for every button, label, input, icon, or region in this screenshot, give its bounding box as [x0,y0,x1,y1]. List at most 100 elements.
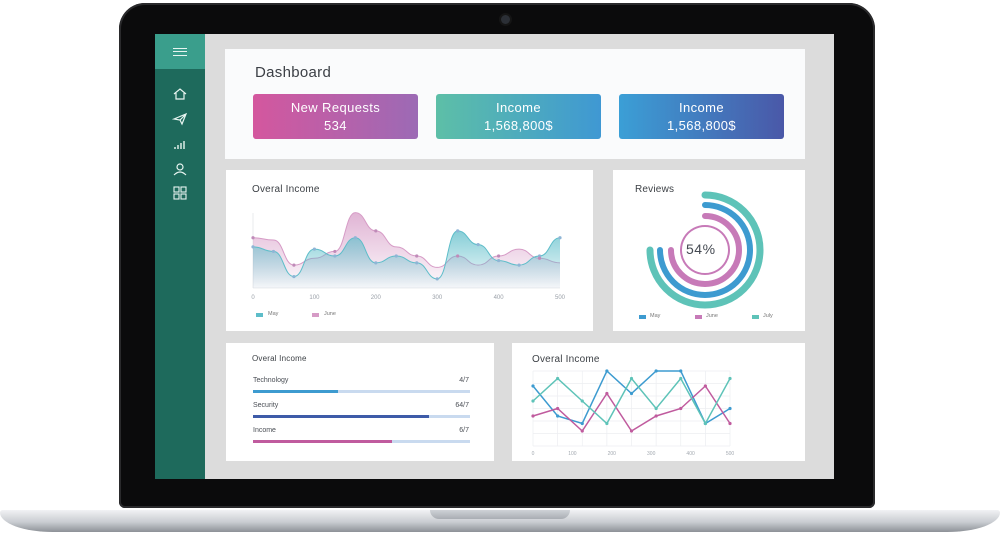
data-point [558,236,562,240]
x-tick-label: 200 [608,451,617,457]
stat-label: Income [678,100,725,115]
page-title: Dashboard [255,64,332,81]
x-tick-label: 400 [494,295,505,301]
data-point [333,249,337,254]
data-point [580,429,584,433]
data-point [629,429,634,433]
data-point [654,406,658,411]
data-point [435,277,439,281]
data-point [292,274,296,279]
donut-ring-2 [668,213,742,287]
stat-label: Income [495,100,542,115]
legend-swatch-may [639,315,646,319]
progress-label-security: Security [253,402,279,409]
data-point [605,421,609,426]
x-tick-label: 0 [532,451,535,457]
stat-card-new-requests[interactable]: New Requests 534 [253,94,418,139]
data-point [580,399,584,403]
income-area-card: Overal Income 0 100 200 300 400 500 May June [226,170,593,331]
data-point [679,406,683,411]
donut-ring-3 [680,225,730,275]
laptop-notch [430,510,570,519]
x-tick-label: 100 [568,451,577,457]
signal-icon[interactable] [172,137,188,151]
screen: Dashboard New Requests 534 Income 1,568,… [155,34,834,479]
legend-swatch-july [752,315,759,319]
progress-fill-security [253,415,429,418]
data-point [415,254,419,258]
sidebar [155,34,205,479]
reviews-donut-chart [646,191,764,309]
line-chart-card: Overal Income 0 100 200 300 400 500 [512,343,805,461]
menu-button[interactable] [155,34,205,69]
x-tick-label: 300 [432,295,443,301]
data-point [353,236,357,240]
donut-ring-1 [657,202,753,298]
progress-value-technology: 4/7 [459,377,469,384]
hamburger-icon [173,47,187,56]
data-point [629,391,634,396]
home-icon[interactable] [172,87,188,101]
data-point [605,391,609,396]
dashboard-header-card: Dashboard New Requests 534 Income 1,568,… [225,49,805,159]
progress-value-security: 64/7 [455,402,469,409]
data-point [654,369,658,373]
area-chart: 0 100 200 300 400 500 [251,212,566,301]
data-point [415,261,419,265]
progress-label-income: Income [253,427,276,434]
data-point [605,369,609,373]
data-point [531,414,535,418]
stat-value: 1,568,800$ [483,118,554,133]
data-point [531,399,535,403]
user-icon[interactable] [172,162,188,176]
data-point [556,376,560,381]
laptop-base [0,510,1000,532]
donut-percent-label: 54% [686,241,716,257]
legend-label-may: May [268,311,279,317]
data-point [556,406,560,411]
data-point [374,261,378,265]
legend-label-june: June [324,311,336,317]
card-title: Overal Income [252,354,307,363]
data-point [537,254,542,258]
data-point [312,247,316,251]
camera-icon [501,15,510,24]
legend-label-july: July [763,313,773,319]
data-point [394,254,398,258]
x-tick-label: 400 [686,451,695,457]
data-point [333,254,337,258]
progress-fill-income [253,440,392,443]
x-tick-label: 500 [726,451,735,457]
progress-track [253,390,470,393]
line-chart: 0 100 200 300 400 500 [531,369,735,457]
stat-value: 1,568,800$ [666,118,737,133]
data-point [374,229,378,233]
series-line-may [252,230,561,280]
data-point [580,421,584,426]
stat-card-income[interactable]: Income 1,568,800$ [436,94,601,139]
data-point [292,263,296,267]
data-point [556,414,560,418]
legend-label-june: June [706,313,718,319]
progress-track [253,440,470,443]
stat-card-income-2[interactable]: Income 1,568,800$ [619,94,784,139]
data-point [728,376,732,381]
data-point [476,242,480,247]
progress-label-technology: Technology [253,377,289,384]
send-icon[interactable] [172,112,188,126]
card-title: Overal Income [532,354,600,365]
reviews-card: Reviews 54% May June July [613,170,805,331]
data-point [497,254,501,258]
card-title: Reviews [635,184,675,195]
legend-label-may: May [650,313,661,319]
data-point [654,414,658,418]
legend-swatch-june [695,315,702,319]
grid-icon[interactable] [172,186,188,200]
progress-fill-technology [253,390,338,393]
data-point [251,236,255,240]
data-point [703,421,707,426]
donut-ring-0 [646,191,764,309]
x-tick-label: 0 [251,295,255,301]
data-point [251,245,255,249]
